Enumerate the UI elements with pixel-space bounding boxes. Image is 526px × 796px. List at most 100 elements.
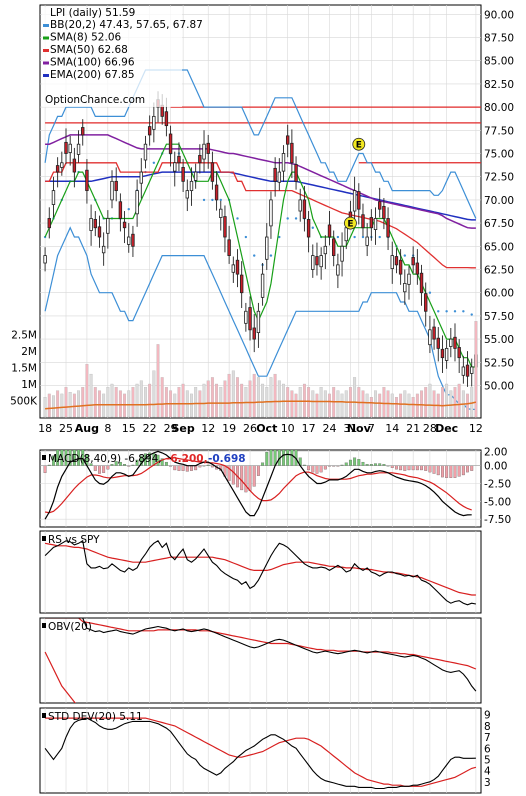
y-tick-label: 2.00 [484, 446, 507, 458]
volume-bar [261, 383, 265, 418]
candle-body [81, 127, 85, 136]
candle-body [432, 326, 436, 340]
x-tick-label: 12 [201, 422, 215, 435]
y-tick-label: 3 [484, 777, 491, 789]
volume-bar [43, 397, 47, 418]
volume-bar [160, 377, 164, 418]
y-tick-label: 6 [484, 743, 491, 755]
std-line [44, 717, 476, 790]
volume-bar [89, 373, 93, 418]
macd-frame [39, 449, 482, 528]
candle-body [177, 155, 181, 164]
macd-histogram-bar [374, 463, 377, 466]
candle-body [131, 233, 135, 247]
obv-early-average-line [44, 651, 76, 703]
macd-histogram-bar [261, 462, 265, 466]
candle-body [181, 167, 185, 182]
volume-bar [118, 390, 122, 418]
volume-layer: 500K 1M 1.5M 2M 2.5M [10, 321, 478, 418]
candle-body [449, 338, 453, 347]
macd-histogram-bar [273, 450, 277, 466]
volume-bar [106, 387, 110, 418]
x-tick-label: 17 [302, 422, 316, 435]
candle-body [193, 171, 198, 181]
volume-bar [135, 383, 139, 418]
y-tick-label: 7 [484, 732, 491, 744]
candle-body [231, 264, 236, 273]
legend-swatch [43, 36, 49, 40]
macd-histogram-bar [231, 465, 235, 485]
candle-body [415, 262, 420, 275]
candle-body [60, 162, 64, 168]
macd-histogram-bar [181, 465, 185, 471]
volume-bar [152, 370, 156, 418]
candle-body [76, 143, 81, 155]
volume-bar [98, 390, 101, 418]
bb-mid-dot [336, 235, 340, 239]
candle-body [428, 329, 432, 346]
sma8-line [44, 143, 476, 368]
volume-bar [399, 393, 403, 418]
candle-body [273, 167, 277, 182]
rs-label: RS vs SPY [42, 534, 100, 546]
volume-bar [449, 390, 453, 418]
volume-bar [127, 390, 131, 418]
candle-body [302, 199, 307, 219]
bb-mid-dot [462, 310, 465, 313]
obv-average-line [45, 618, 477, 670]
std-frame [39, 707, 482, 794]
volume-bar [378, 393, 382, 418]
candle-body [332, 238, 336, 256]
volume-bar [47, 393, 51, 418]
volume-bar [445, 383, 449, 418]
candle-body [173, 162, 177, 172]
bb-mid-dot [219, 198, 222, 202]
legend-item: BB(20,2) 47.43, 57.65, 67.87 [50, 19, 203, 31]
bb-mid-dot [253, 254, 256, 257]
volume-bar [340, 393, 344, 418]
bb-mid-dot [311, 226, 314, 229]
macd-histogram-bar [282, 450, 285, 466]
bb-mid-dot [470, 313, 473, 316]
candle-body [198, 154, 202, 164]
candle-body [72, 158, 77, 173]
candle-body [110, 180, 114, 201]
volume-bar [277, 380, 281, 418]
y-tick-label: -2.50 [484, 479, 511, 491]
volume-bar [210, 377, 214, 418]
candle-body [290, 142, 294, 164]
legend-background [42, 7, 182, 107]
macd-histogram-bar [106, 465, 110, 470]
candle-body [214, 184, 219, 201]
x-tick-label: 15 [122, 422, 136, 435]
volume-bar [307, 387, 311, 418]
volume-average-line [45, 400, 477, 410]
candle-body [219, 208, 223, 218]
volume-bar [474, 321, 478, 418]
x-tick-label: 26 [243, 422, 257, 435]
macd-panel: 2.00 0.00 -2.50 -5.00 -7.50 MACD(8,40,9) -6.8… [39, 446, 511, 528]
earnings-marker [344, 216, 357, 230]
macd-histogram-bar [256, 465, 260, 476]
rs-label-text: RS vs SPY [48, 534, 100, 546]
obv-panel: OBV(20) [39, 617, 482, 704]
volume-bar [215, 383, 219, 418]
candle-body [357, 191, 361, 210]
volume-bar [231, 370, 235, 418]
obv-label-text: OBV(20) [48, 621, 92, 633]
macd-histogram-bar [319, 465, 323, 473]
bb-upper-line [44, 69, 477, 219]
candle-body [323, 245, 328, 255]
macd-histogram-bar [449, 465, 453, 478]
y-tick-label: 90.00 [484, 9, 514, 21]
volume-bar [164, 387, 168, 418]
x-tick-label: 8 [104, 422, 111, 435]
candle-body [202, 143, 206, 160]
volume-bar [56, 390, 60, 418]
volume-bar [336, 390, 340, 418]
candle-body [285, 135, 290, 145]
candle-body [470, 366, 474, 374]
volume-bar [60, 393, 64, 418]
candle-body [227, 239, 231, 256]
macd-histogram-bar [102, 465, 106, 473]
